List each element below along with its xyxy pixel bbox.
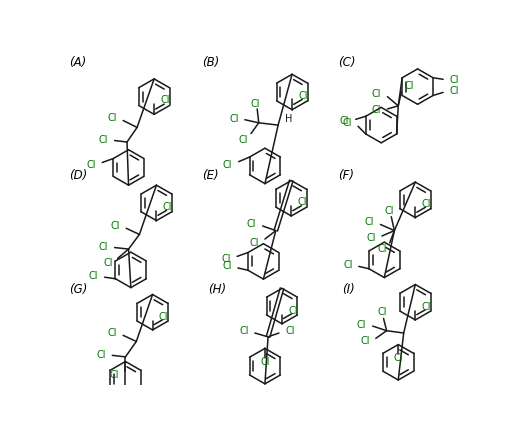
Text: Cl: Cl xyxy=(160,95,170,106)
Text: Cl: Cl xyxy=(405,81,414,91)
Text: H: H xyxy=(285,114,292,124)
Text: (E): (E) xyxy=(202,169,219,182)
Text: Cl: Cl xyxy=(298,91,308,101)
Text: Cl: Cl xyxy=(97,349,106,359)
Text: Cl: Cl xyxy=(111,221,120,231)
Text: Cl: Cl xyxy=(340,116,349,126)
Text: Cl: Cl xyxy=(372,105,381,115)
Text: Cl: Cl xyxy=(394,353,403,363)
Text: Cl: Cl xyxy=(360,336,370,346)
Text: Cl: Cl xyxy=(239,326,249,336)
Text: Cl: Cl xyxy=(249,238,259,248)
Text: Cl: Cl xyxy=(285,326,295,336)
Text: Cl: Cl xyxy=(89,271,98,281)
Text: Cl: Cl xyxy=(385,206,394,216)
Text: Cl: Cl xyxy=(223,160,232,170)
Text: Cl: Cl xyxy=(163,202,172,212)
Text: Cl: Cl xyxy=(260,357,270,367)
Text: Cl: Cl xyxy=(377,244,387,254)
Text: Cl: Cl xyxy=(377,307,387,317)
Text: Cl: Cl xyxy=(110,370,119,380)
Text: Cl: Cl xyxy=(103,258,113,268)
Text: Cl: Cl xyxy=(99,135,108,145)
Text: Cl: Cl xyxy=(297,197,307,207)
Text: Cl: Cl xyxy=(342,118,352,128)
Text: Cl: Cl xyxy=(251,99,261,109)
Text: (F): (F) xyxy=(338,169,354,182)
Text: Cl: Cl xyxy=(449,75,459,85)
Text: Cl: Cl xyxy=(343,260,353,270)
Text: (C): (C) xyxy=(338,56,355,69)
Text: (G): (G) xyxy=(69,283,87,296)
Text: Cl: Cl xyxy=(108,113,117,123)
Text: Cl: Cl xyxy=(372,88,381,99)
Text: (A): (A) xyxy=(69,56,86,69)
Text: Cl: Cl xyxy=(422,302,431,312)
Text: Cl: Cl xyxy=(422,200,431,210)
Text: (B): (B) xyxy=(202,56,219,69)
Text: Cl: Cl xyxy=(229,114,239,124)
Text: Cl: Cl xyxy=(365,217,374,227)
Text: Cl: Cl xyxy=(159,312,168,322)
Text: Cl: Cl xyxy=(288,306,298,316)
Text: Cl: Cl xyxy=(366,233,376,242)
Text: (H): (H) xyxy=(209,283,227,296)
Text: (D): (D) xyxy=(69,169,87,182)
Text: Cl: Cl xyxy=(247,219,256,229)
Text: Cl: Cl xyxy=(86,160,96,170)
Text: Cl: Cl xyxy=(357,320,367,330)
Text: (I): (I) xyxy=(342,283,355,296)
Text: Cl: Cl xyxy=(449,86,459,96)
Text: Cl: Cl xyxy=(238,135,248,145)
Text: Cl: Cl xyxy=(99,242,108,252)
Text: Cl: Cl xyxy=(108,328,117,338)
Text: Cl: Cl xyxy=(222,262,232,271)
Text: Cl: Cl xyxy=(222,254,231,264)
